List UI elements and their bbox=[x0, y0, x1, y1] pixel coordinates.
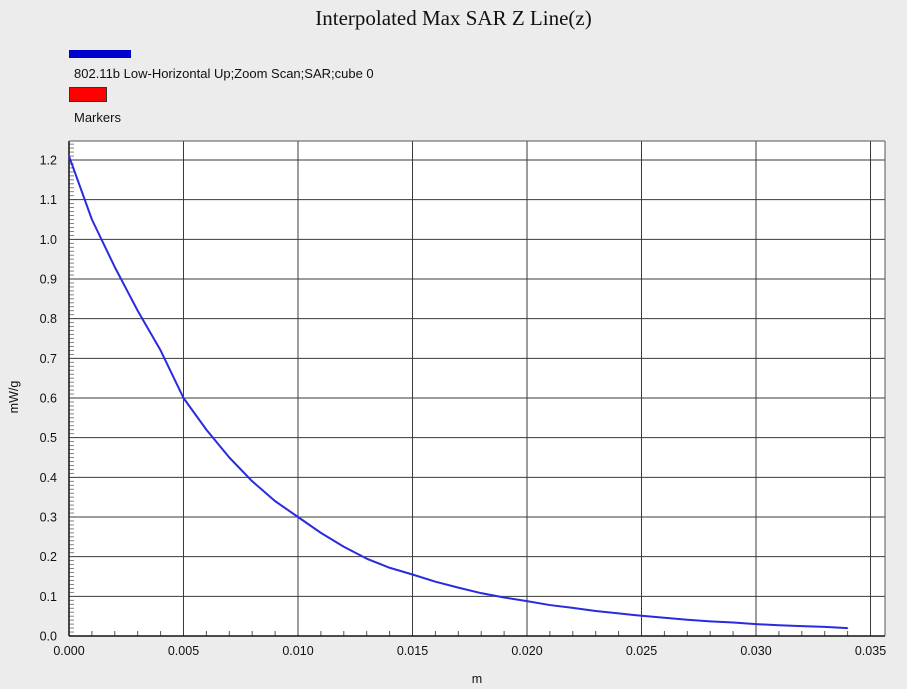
y-tick-label: 1.2 bbox=[40, 154, 57, 168]
data-point bbox=[549, 604, 551, 606]
x-tick-label: 0.025 bbox=[626, 644, 657, 658]
data-point bbox=[503, 596, 505, 599]
data-point bbox=[618, 612, 620, 614]
grid bbox=[69, 141, 885, 636]
data-point bbox=[137, 310, 139, 312]
data-point bbox=[709, 620, 711, 622]
data-point bbox=[640, 615, 643, 617]
x-tick-labels: 0.000 0.005 0.010 0.015 0.020 0.025 0.030 0.035 bbox=[53, 644, 886, 658]
y-axis-label: mW/g bbox=[7, 381, 21, 414]
data-point bbox=[847, 627, 849, 629]
data-point bbox=[389, 567, 391, 569]
axes bbox=[68, 140, 886, 637]
data-point bbox=[228, 456, 230, 459]
data-point bbox=[205, 429, 207, 431]
data-point bbox=[595, 610, 597, 612]
x-tick-label: 0.010 bbox=[282, 644, 313, 658]
y-tick-label: 0.6 bbox=[40, 392, 57, 406]
y-tick-label: 0.8 bbox=[40, 312, 57, 326]
data-point bbox=[480, 592, 482, 594]
data-point bbox=[572, 607, 574, 609]
y-tick-label: 0.3 bbox=[40, 511, 57, 525]
x-tick-label: 0.000 bbox=[53, 644, 84, 658]
data-point bbox=[366, 558, 368, 560]
legend-swatch-series bbox=[69, 50, 131, 58]
data-point bbox=[114, 266, 116, 268]
data-point bbox=[434, 581, 436, 583]
data-point bbox=[320, 532, 322, 534]
y-tick-label: 0.5 bbox=[40, 431, 57, 445]
chart-title: Interpolated Max SAR Z Line(z) bbox=[315, 6, 592, 30]
data-point bbox=[732, 621, 734, 624]
data-point bbox=[274, 500, 276, 502]
x-tick-label: 0.005 bbox=[168, 644, 199, 658]
plot-background bbox=[69, 141, 885, 636]
x-tick-label: 0.035 bbox=[855, 644, 886, 658]
legend-label-markers: Markers bbox=[74, 110, 121, 125]
y-tick-label: 0.7 bbox=[40, 352, 57, 366]
y-tick-label: 0.9 bbox=[40, 273, 57, 287]
data-point bbox=[411, 573, 414, 576]
data-point bbox=[686, 619, 688, 621]
data-point bbox=[755, 623, 757, 625]
y-tick-labels: 0.0 0.1 0.2 0.3 0.4 0.5 0.6 0.7 0.8 0.9 1.0 1.1 1.2 bbox=[40, 154, 57, 644]
x-tick-label: 0.030 bbox=[740, 644, 771, 658]
data-point bbox=[297, 516, 299, 518]
y-tick-label: 0.0 bbox=[40, 630, 57, 644]
legend-label-series: 802.11b Low-Horizontal Up;Zoom Scan;SAR;… bbox=[74, 66, 374, 81]
y-tick-label: 1.0 bbox=[40, 233, 57, 247]
minor-ticks bbox=[69, 143, 849, 636]
data-point bbox=[91, 218, 93, 221]
data-point bbox=[251, 480, 253, 482]
data-point bbox=[160, 349, 162, 351]
x-tick-label: 0.015 bbox=[397, 644, 428, 658]
x-tick-label: 0.020 bbox=[511, 644, 542, 658]
y-tick-label: 0.2 bbox=[40, 550, 57, 564]
x-axis-label: m bbox=[472, 672, 482, 686]
data-point bbox=[824, 626, 826, 628]
data-point bbox=[182, 397, 185, 399]
y-tick-label: 0.1 bbox=[40, 590, 57, 604]
y-tick-label: 0.4 bbox=[40, 471, 57, 485]
series-layer bbox=[68, 155, 849, 630]
legend-swatch-markers bbox=[69, 87, 107, 102]
y-tick-label: 1.1 bbox=[40, 193, 57, 207]
data-point bbox=[801, 625, 803, 627]
data-point bbox=[526, 600, 528, 602]
data-point bbox=[663, 617, 666, 619]
data-point bbox=[457, 587, 459, 589]
data-point bbox=[68, 155, 70, 157]
data-point bbox=[343, 546, 345, 548]
data-point bbox=[778, 624, 780, 626]
